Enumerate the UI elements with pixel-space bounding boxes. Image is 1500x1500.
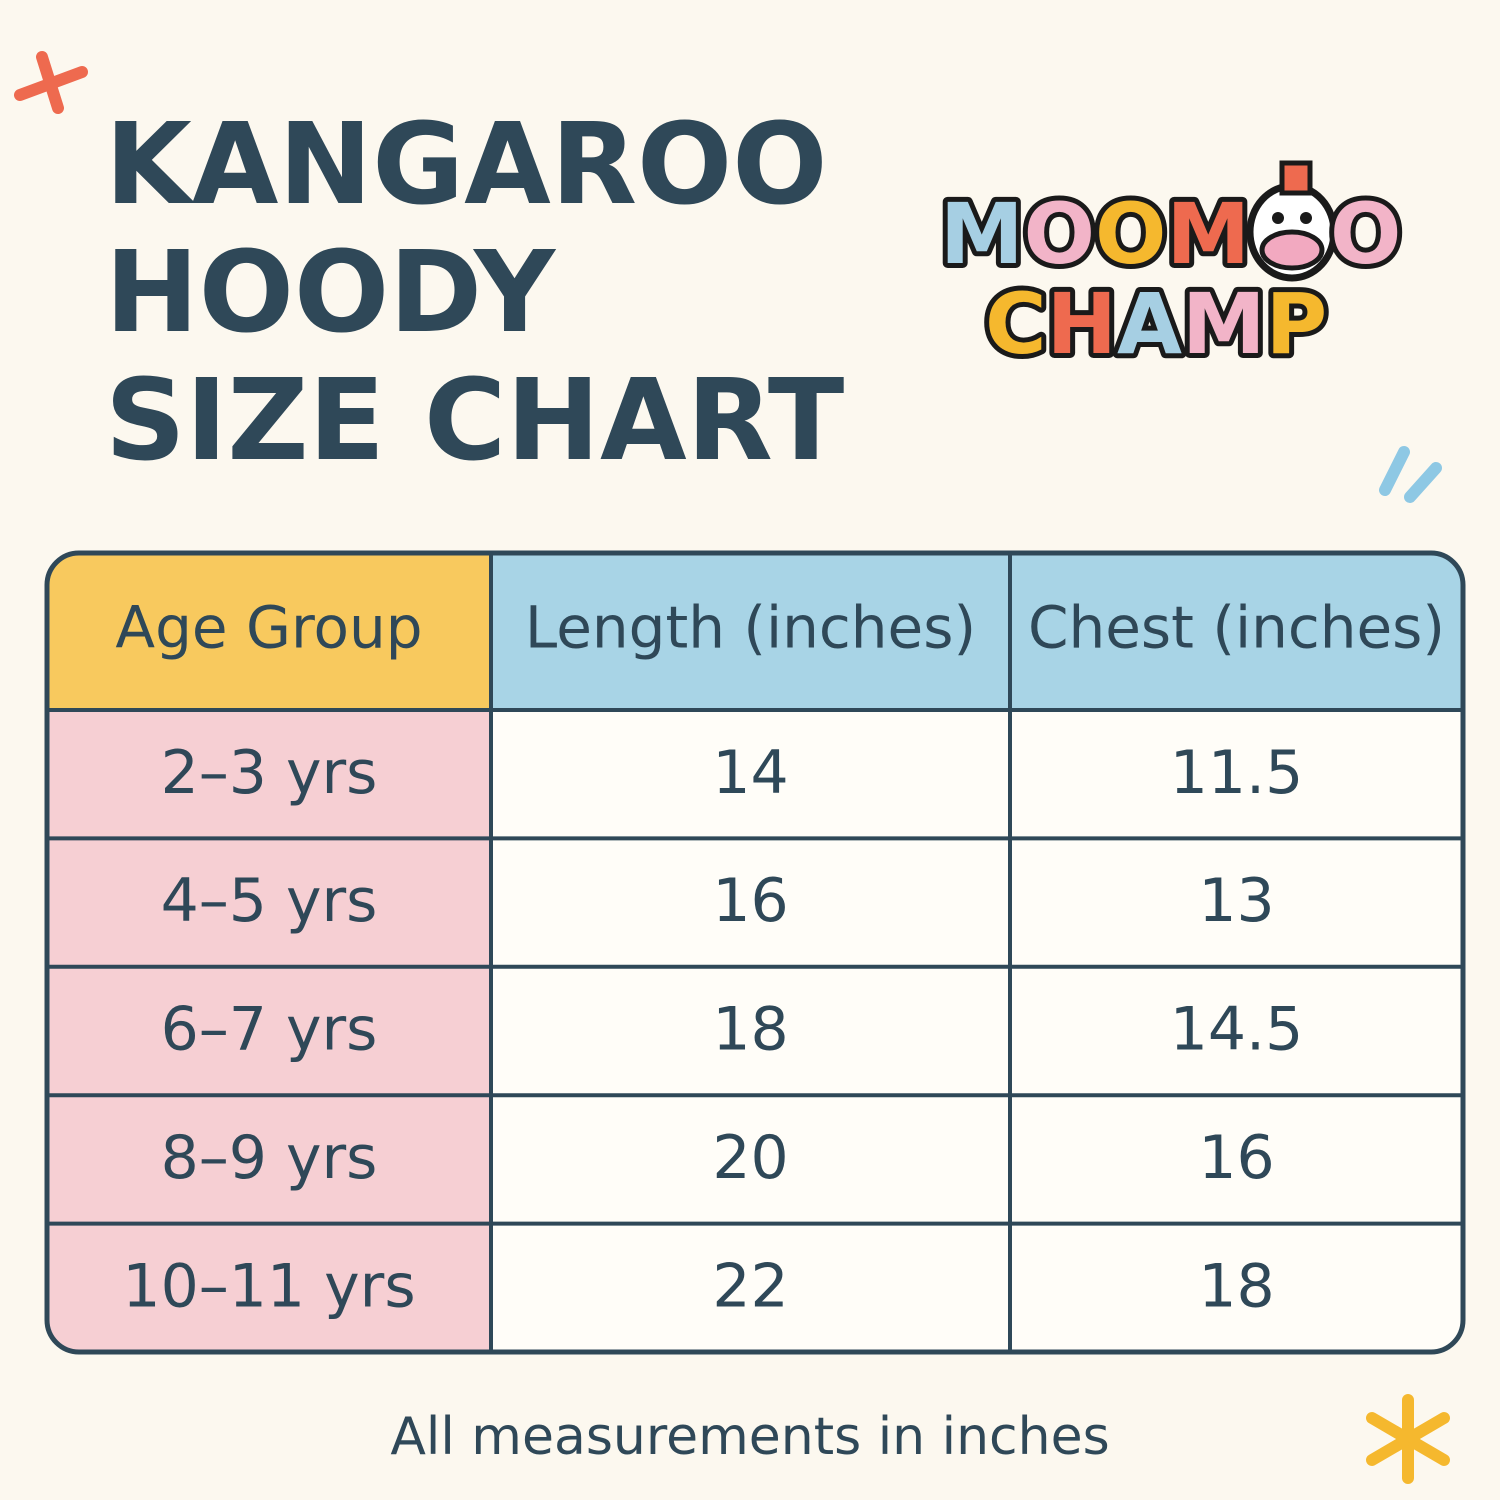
table-cell: 2–3 yrs <box>161 738 378 808</box>
table-cell: 4–5 yrs <box>161 866 378 936</box>
logo-text: O <box>1330 185 1401 283</box>
cell-bg <box>47 966 491 1096</box>
table-cell: 22 <box>712 1251 788 1321</box>
table-cell: 11.5 <box>1170 738 1304 808</box>
cell-bg <box>47 553 491 710</box>
footer-note: All measurements in inches <box>390 1407 1109 1467</box>
column-header: Length (inches) <box>525 594 976 662</box>
cell-bg <box>1010 710 1463 839</box>
table-cell: 14.5 <box>1170 995 1304 1065</box>
cow-icon <box>1246 160 1338 282</box>
column-header: Age Group <box>115 594 422 662</box>
title-line: SIZE CHART <box>105 356 844 486</box>
cell-bg <box>1010 1223 1463 1352</box>
table-cell: 20 <box>712 1123 788 1193</box>
cell-bg <box>1010 838 1463 967</box>
logo-text: CHAMP <box>985 275 1327 373</box>
cell-bg <box>491 838 1010 967</box>
logo: MOOM O CHAMP <box>935 160 1406 378</box>
logo-text: MOOM <box>940 185 1250 283</box>
cell-bg <box>491 966 1010 1096</box>
cell-bg <box>491 553 1010 710</box>
table-cell: 18 <box>712 995 788 1065</box>
table-cell: 18 <box>1198 1251 1274 1321</box>
dash-decoration <box>1379 446 1442 503</box>
asterisk-decoration <box>1366 1394 1450 1484</box>
size-table: Age Group Length (inches) Chest (inches) 2–… <box>44 550 1466 1355</box>
cell-bg <box>47 1223 491 1352</box>
table-cell: 16 <box>1198 1123 1274 1193</box>
column-header: Chest (inches) <box>1028 594 1445 662</box>
cell-bg <box>47 710 491 839</box>
plus-decoration <box>14 51 88 114</box>
table-cell: 16 <box>712 866 788 936</box>
table-cell: 10–11 yrs <box>122 1251 415 1321</box>
title-line: HOODY <box>105 228 557 358</box>
cell-bg <box>1010 966 1463 1096</box>
cell-bg <box>491 1095 1010 1224</box>
cell-bg <box>47 838 491 967</box>
title-line: KANGAROO <box>105 100 827 230</box>
cell-bg <box>491 1223 1010 1352</box>
table-cell: 8–9 yrs <box>161 1123 378 1193</box>
table-cell: 14 <box>712 738 788 808</box>
table-cell: 13 <box>1198 866 1274 936</box>
cell-bg <box>47 1095 491 1224</box>
cells <box>47 553 1463 1352</box>
table-border <box>44 550 1466 1355</box>
cell-bg <box>1010 1095 1463 1224</box>
cell-bg <box>1010 553 1463 710</box>
cell-bg <box>491 710 1010 839</box>
table-cell: 6–7 yrs <box>161 995 378 1065</box>
